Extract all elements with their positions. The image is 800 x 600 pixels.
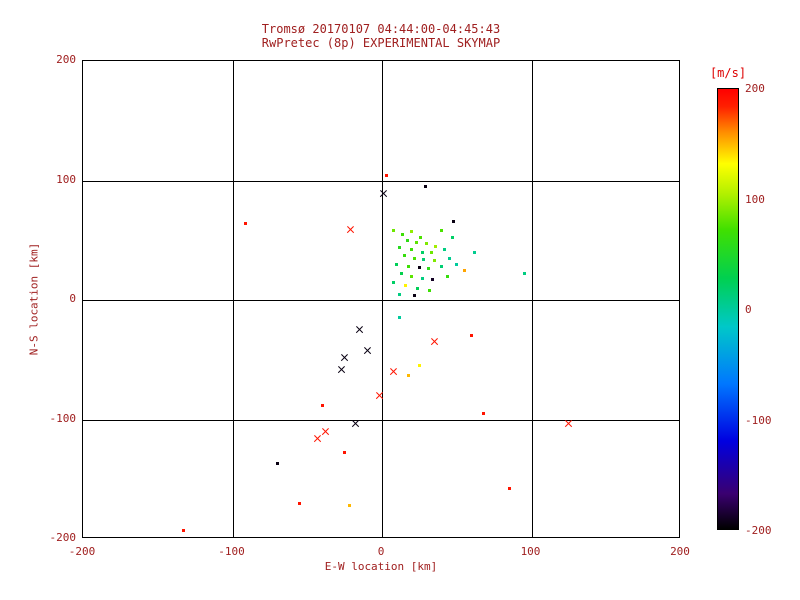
scatter-point-dot [420, 250, 424, 254]
scatter-point-cross [389, 367, 398, 376]
gridline-vertical [232, 61, 234, 537]
scatter-point-dot [410, 248, 414, 252]
scatter-point-dot [402, 254, 406, 258]
x-tick-label: 0 [377, 545, 385, 558]
y-tick-label: 0 [69, 292, 76, 305]
y-tick-label: 100 [56, 172, 76, 186]
scatter-point-dot [473, 250, 477, 254]
scatter-point-dot [417, 364, 421, 368]
y-tick-label: -200 [49, 531, 77, 544]
scatter-point-dot [440, 265, 444, 269]
colorbar-units-label: [m/s] [709, 66, 747, 80]
x-tick-label: 100 [520, 545, 541, 558]
scatter-point-dot [244, 222, 248, 226]
scatter-point-dot [432, 259, 436, 263]
scatter-point-dot [395, 262, 399, 266]
scatter-point-dot [426, 267, 430, 271]
scatter-point-dot [443, 248, 447, 252]
scatter-point-cross [340, 353, 349, 362]
x-axis-label: E-W location [km] [324, 560, 438, 573]
scatter-point-dot [384, 174, 388, 178]
colorbar-tick-label: 100 [745, 192, 765, 206]
scatter-point-dot [410, 274, 414, 278]
scatter-point-dot [413, 256, 417, 260]
colorbar-tick-label: 200 [745, 82, 765, 95]
y-tick-label: 200 [56, 53, 76, 66]
scatter-point-cross [379, 189, 388, 198]
scatter-point-dot [423, 184, 427, 188]
plot-title: Tromsø 20170107 04:44:00-04:45:43 [261, 22, 501, 36]
scatter-point-dot [343, 451, 347, 455]
plot-subtitle: RwPretec (8p) EXPERIMENTAL SKYMAP [261, 36, 501, 50]
scatter-point-dot [181, 529, 185, 533]
scatter-point-dot [417, 266, 421, 270]
x-tick-label: -200 [68, 545, 96, 558]
gridline-vertical [382, 61, 383, 537]
gridline-horizontal [83, 180, 679, 182]
scatter-point-dot [462, 268, 466, 272]
x-tick-label: 200 [670, 545, 690, 558]
scatter-point-dot [404, 284, 408, 288]
scatter-point-cross [337, 365, 346, 374]
scatter-point-dot [392, 280, 396, 284]
scatter-point-dot [482, 412, 486, 416]
scatter-point-cross [351, 419, 360, 428]
colorbar-tick-label: -100 [745, 413, 772, 427]
colorbar [717, 88, 739, 530]
scatter-point-dot [450, 236, 454, 240]
scatter-point-cross [375, 391, 384, 400]
scatter-point-dot [416, 286, 420, 290]
gridline-vertical [531, 61, 533, 537]
scatter-point-dot [413, 293, 417, 297]
scatter-point-dot [407, 265, 411, 269]
y-tick-label: -100 [49, 411, 77, 425]
scatter-point-dot [398, 316, 402, 320]
gridline-horizontal [83, 300, 679, 301]
scatter-point-dot [446, 274, 450, 278]
scatter-point-dot [429, 250, 433, 254]
scatter-point-dot [428, 288, 432, 292]
scatter-point-dot [420, 276, 424, 280]
scatter-point-dot [507, 487, 511, 491]
scatter-point-dot [275, 462, 279, 466]
scatter-point-dot [298, 501, 302, 505]
scatter-point-dot [425, 242, 429, 246]
scatter-point-dot [414, 241, 418, 245]
scatter-point-dot [398, 245, 402, 249]
scatter-point-cross [430, 337, 439, 346]
scatter-point-dot [522, 272, 526, 276]
scatter-point-dot [434, 244, 438, 248]
plot-area [82, 60, 680, 538]
scatter-point-cross [313, 434, 322, 443]
scatter-point-cross [564, 419, 573, 428]
scatter-point-dot [452, 219, 456, 223]
scatter-point-dot [410, 230, 414, 234]
scatter-point-dot [392, 229, 396, 233]
colorbar-tick-label: 0 [745, 303, 752, 316]
scatter-point-dot [347, 504, 351, 508]
scatter-point-cross [355, 325, 364, 334]
scatter-point-cross [363, 346, 372, 355]
scatter-point-dot [447, 256, 451, 260]
scatter-point-dot [431, 278, 435, 282]
scatter-point-dot [398, 292, 402, 296]
colorbar-tick-label: -200 [745, 524, 772, 537]
scatter-point-dot [407, 373, 411, 377]
scatter-point-dot [419, 236, 423, 240]
scatter-point-dot [470, 334, 474, 338]
scatter-point-dot [422, 257, 426, 261]
scatter-point-dot [405, 238, 409, 242]
scatter-point-dot [401, 232, 405, 236]
scatter-point-cross [346, 225, 355, 234]
gridline-horizontal [83, 419, 679, 421]
scatter-point-dot [320, 403, 324, 407]
scatter-point-dot [440, 229, 444, 233]
scatter-point-dot [399, 272, 403, 276]
x-tick-label: -100 [218, 545, 245, 558]
scatter-point-dot [455, 262, 459, 266]
